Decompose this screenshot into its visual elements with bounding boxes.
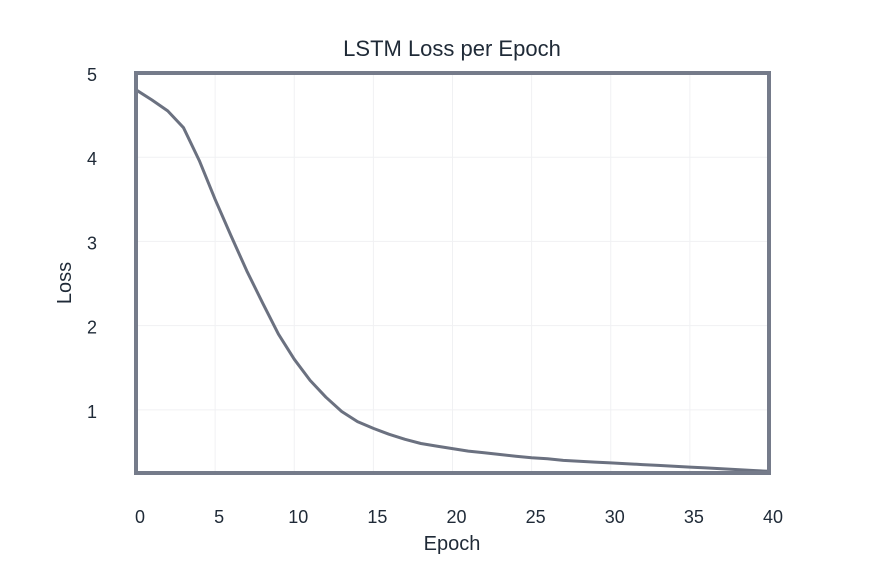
y-tick-label: 1 (87, 402, 97, 422)
x-axis-label: Epoch (424, 533, 481, 555)
grid (135, 72, 770, 473)
y-axis-ticks: 1 2 3 4 5 (87, 65, 97, 422)
x-tick-label: 20 (446, 507, 466, 527)
x-tick-label: 15 (367, 507, 387, 527)
y-tick-label: 3 (87, 233, 97, 253)
loss-line (134, 88, 771, 473)
chart-title: LSTM Loss per Epoch (343, 36, 561, 61)
x-tick-label: 5 (214, 507, 224, 527)
y-tick-label: 5 (87, 65, 97, 85)
x-tick-label: 30 (605, 507, 625, 527)
x-axis-ticks: 0 5 10 15 20 25 30 35 40 (135, 507, 783, 527)
x-tick-label: 40 (763, 507, 783, 527)
series-layer (134, 88, 771, 473)
y-tick-label: 2 (87, 318, 97, 338)
plot-frame (134, 71, 771, 475)
y-tick-label: 4 (87, 149, 97, 169)
x-tick-label: 0 (135, 507, 145, 527)
y-axis-label: Loss (54, 262, 76, 304)
x-tick-label: 10 (288, 507, 308, 527)
x-tick-label: 25 (526, 507, 546, 527)
x-tick-label: 35 (684, 507, 704, 527)
